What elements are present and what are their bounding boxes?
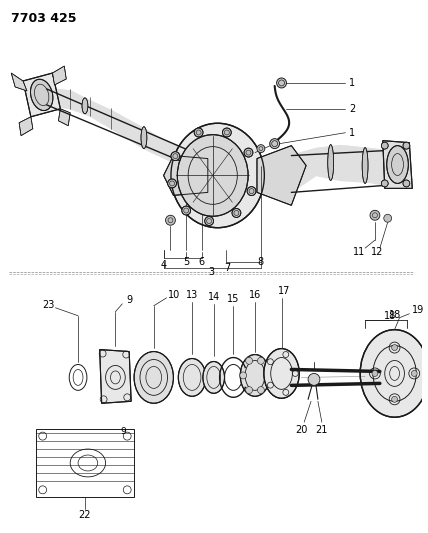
- Text: 18: 18: [389, 310, 401, 320]
- Circle shape: [223, 128, 231, 137]
- Ellipse shape: [203, 361, 225, 393]
- Circle shape: [308, 374, 320, 385]
- Circle shape: [411, 370, 417, 376]
- Circle shape: [403, 142, 410, 149]
- Ellipse shape: [134, 352, 173, 403]
- Polygon shape: [23, 73, 60, 117]
- Text: 23: 23: [42, 300, 55, 310]
- Circle shape: [403, 180, 410, 187]
- Polygon shape: [47, 89, 208, 173]
- Circle shape: [240, 372, 247, 379]
- Ellipse shape: [30, 79, 53, 110]
- Circle shape: [244, 148, 253, 157]
- Polygon shape: [19, 117, 33, 136]
- Text: 14: 14: [208, 292, 220, 302]
- Text: 8: 8: [258, 257, 264, 267]
- Circle shape: [258, 386, 265, 393]
- Text: 18: 18: [383, 311, 396, 321]
- Text: 7703 425: 7703 425: [11, 12, 77, 26]
- Circle shape: [370, 211, 380, 220]
- Polygon shape: [47, 89, 208, 158]
- Text: 22: 22: [79, 510, 91, 520]
- Circle shape: [182, 206, 190, 215]
- Text: 11: 11: [353, 247, 366, 257]
- Circle shape: [276, 78, 286, 88]
- Ellipse shape: [171, 123, 265, 228]
- Text: 1: 1: [349, 128, 355, 138]
- Text: 5: 5: [183, 257, 189, 267]
- Ellipse shape: [82, 98, 88, 114]
- Circle shape: [257, 144, 265, 152]
- Polygon shape: [291, 146, 385, 192]
- Text: 13: 13: [186, 290, 198, 300]
- Circle shape: [247, 187, 256, 196]
- Circle shape: [384, 214, 392, 222]
- Text: 21: 21: [316, 425, 328, 435]
- Ellipse shape: [387, 146, 408, 183]
- Circle shape: [258, 357, 265, 364]
- Circle shape: [194, 128, 203, 137]
- Circle shape: [168, 179, 176, 188]
- Text: 6: 6: [199, 257, 205, 267]
- Text: 16: 16: [249, 290, 261, 300]
- Polygon shape: [163, 156, 208, 196]
- Circle shape: [246, 357, 253, 364]
- Polygon shape: [11, 73, 27, 91]
- Circle shape: [392, 397, 398, 402]
- Circle shape: [232, 208, 241, 217]
- Circle shape: [246, 386, 253, 393]
- Text: 15: 15: [227, 294, 240, 304]
- Circle shape: [372, 370, 378, 376]
- Text: 17: 17: [278, 286, 291, 296]
- Circle shape: [166, 215, 175, 225]
- Polygon shape: [100, 350, 131, 403]
- Text: 9: 9: [120, 426, 126, 435]
- Text: 2: 2: [349, 104, 355, 114]
- Polygon shape: [58, 109, 70, 126]
- Polygon shape: [53, 66, 66, 85]
- Text: 20: 20: [295, 425, 307, 435]
- Ellipse shape: [328, 144, 334, 181]
- Text: 1: 1: [349, 78, 355, 88]
- Ellipse shape: [360, 330, 428, 417]
- Circle shape: [171, 152, 180, 160]
- Circle shape: [205, 216, 214, 225]
- Ellipse shape: [178, 359, 206, 397]
- Polygon shape: [257, 146, 306, 205]
- Ellipse shape: [362, 148, 368, 183]
- Circle shape: [270, 139, 279, 149]
- Ellipse shape: [264, 349, 299, 398]
- Ellipse shape: [141, 127, 147, 149]
- Text: 4: 4: [160, 260, 166, 270]
- Circle shape: [381, 180, 388, 187]
- Text: 9: 9: [126, 295, 132, 305]
- Text: 19: 19: [412, 305, 425, 315]
- Polygon shape: [383, 141, 412, 188]
- Text: 12: 12: [371, 247, 383, 257]
- Bar: [36, 429, 134, 497]
- Circle shape: [381, 142, 388, 149]
- Polygon shape: [291, 146, 385, 156]
- Text: 3: 3: [209, 267, 215, 277]
- Circle shape: [392, 345, 398, 351]
- Text: 10: 10: [168, 290, 181, 300]
- Ellipse shape: [240, 354, 270, 397]
- Text: 7: 7: [224, 263, 231, 273]
- Ellipse shape: [177, 135, 248, 216]
